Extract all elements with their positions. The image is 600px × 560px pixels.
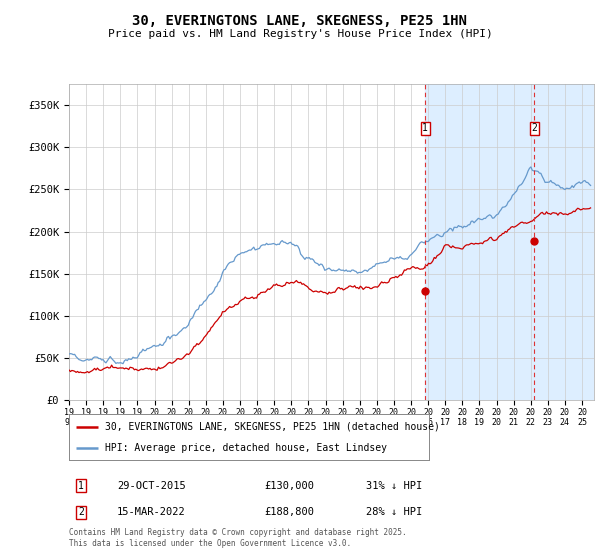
Text: 28% ↓ HPI: 28% ↓ HPI	[366, 507, 422, 517]
Text: 1: 1	[422, 123, 428, 133]
Text: Price paid vs. HM Land Registry's House Price Index (HPI): Price paid vs. HM Land Registry's House …	[107, 29, 493, 39]
Text: 29-OCT-2015: 29-OCT-2015	[117, 480, 186, 491]
Text: 30, EVERINGTONS LANE, SKEGNESS, PE25 1HN (detached house): 30, EVERINGTONS LANE, SKEGNESS, PE25 1HN…	[105, 422, 440, 432]
Text: 15-MAR-2022: 15-MAR-2022	[117, 507, 186, 517]
Bar	[425, 84, 594, 400]
Text: 1: 1	[78, 480, 84, 491]
Text: £188,800: £188,800	[264, 507, 314, 517]
Text: Contains HM Land Registry data © Crown copyright and database right 2025.
This d: Contains HM Land Registry data © Crown c…	[69, 528, 407, 548]
Text: 31% ↓ HPI: 31% ↓ HPI	[366, 480, 422, 491]
Text: 30, EVERINGTONS LANE, SKEGNESS, PE25 1HN: 30, EVERINGTONS LANE, SKEGNESS, PE25 1HN	[133, 14, 467, 28]
Text: £130,000: £130,000	[264, 480, 314, 491]
Text: HPI: Average price, detached house, East Lindsey: HPI: Average price, detached house, East…	[105, 443, 387, 453]
Text: 2: 2	[532, 123, 537, 133]
Text: 2: 2	[78, 507, 84, 517]
